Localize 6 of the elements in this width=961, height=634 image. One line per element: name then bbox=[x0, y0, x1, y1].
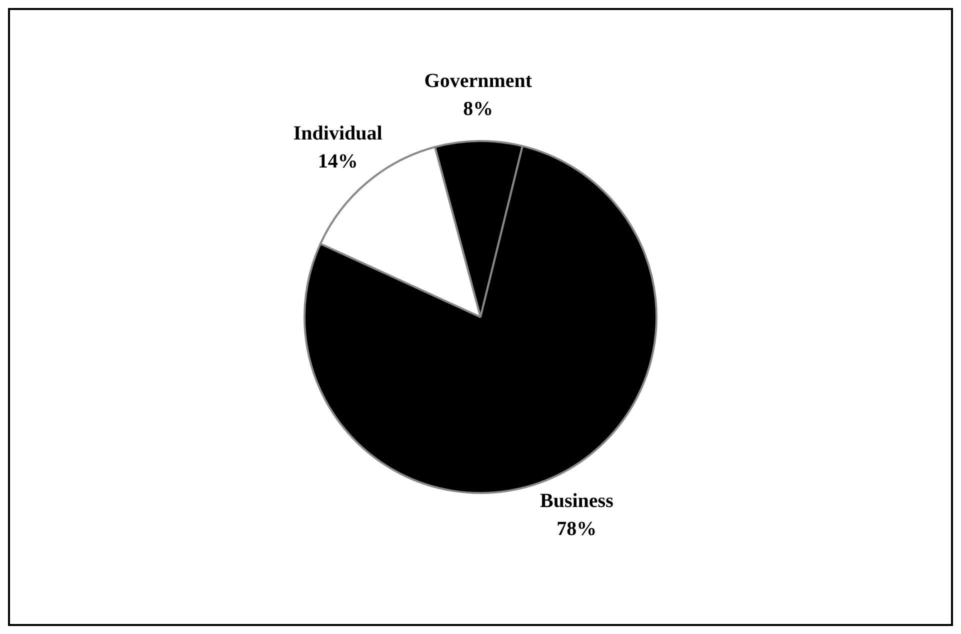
data-label: 14% bbox=[318, 150, 358, 172]
slice-label: Government bbox=[424, 70, 532, 92]
slice-label: Business bbox=[540, 490, 614, 512]
data-label: 78% bbox=[556, 518, 597, 540]
slice-label: Individual bbox=[293, 122, 383, 144]
data-label: 8% bbox=[463, 98, 494, 120]
